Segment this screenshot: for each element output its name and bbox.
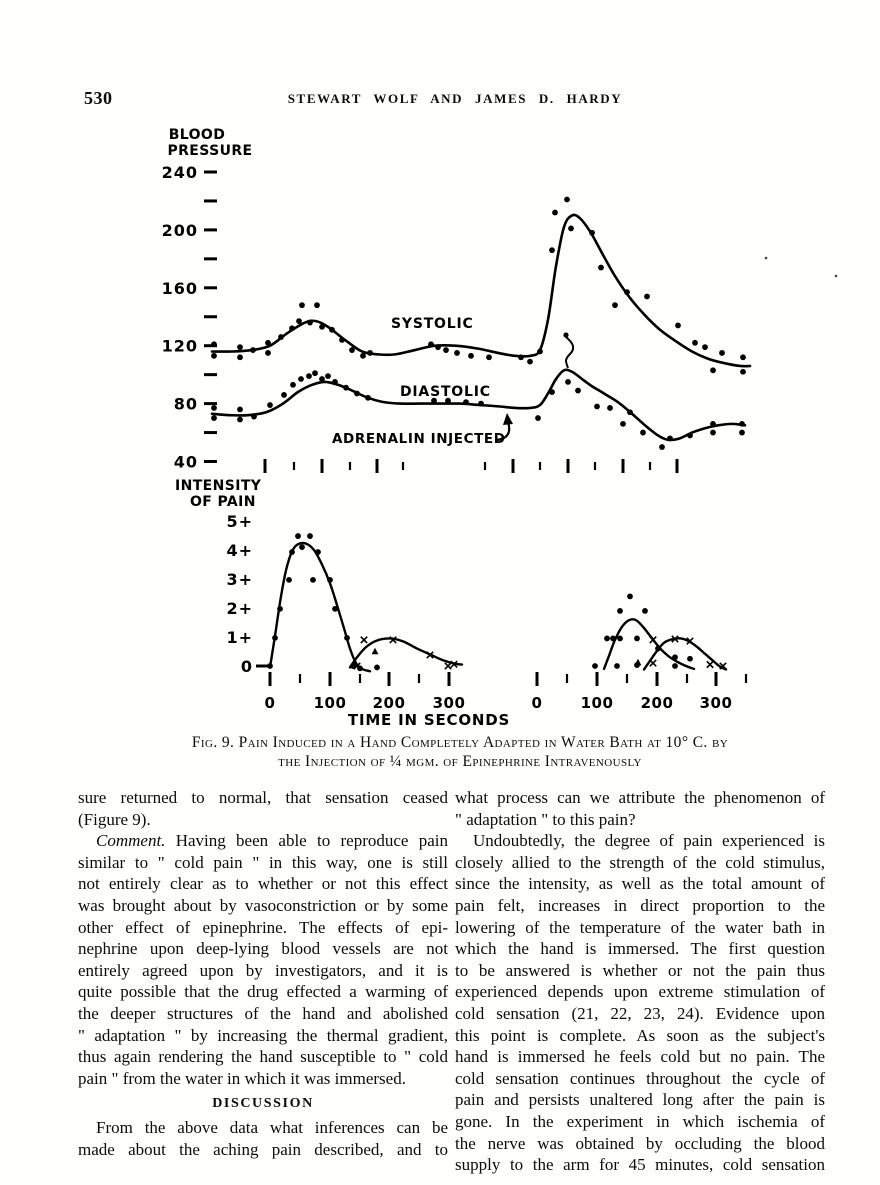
scan-specks — [764, 256, 838, 278]
pain-after-epinephrine-other-points — [634, 658, 642, 666]
svg-text:TIME IN SECONDS: TIME IN SECONDS — [348, 711, 510, 729]
page-number: 530 — [84, 88, 113, 108]
svg-text:ADRENALIN INJECTED: ADRENALIN INJECTED — [332, 431, 506, 447]
svg-text:1+: 1+ — [226, 628, 253, 647]
text-line: (Figure 9). — [78, 809, 151, 829]
pain-time-axis: 0 100 200 300 0 100 200 300 — [265, 672, 748, 712]
pain-after-epinephrine-secondary-points — [649, 635, 727, 670]
running-head: STEWART WOLF AND JAMES D. HARDY — [287, 91, 623, 106]
text-line: similar to " cold pain " in this way, on… — [78, 852, 448, 872]
pain-first-immersion-curve — [268, 541, 372, 673]
text-line: quite possible that the drug effected a … — [78, 982, 448, 1002]
text-line: cold sensation (21, 22, 23, 24). Evidenc… — [455, 1003, 825, 1023]
paragraph: Undoubtedly, the degree of pain experien… — [455, 830, 825, 1176]
svg-text:200: 200 — [641, 694, 674, 712]
pain-first-immersion-other-points — [371, 647, 379, 655]
text-line: since the intensity, as well as the tota… — [455, 874, 825, 894]
text-line: which the hand is immersed. The first qu… — [455, 939, 825, 959]
svg-text:80: 80 — [174, 395, 198, 414]
body-right-column: what process can we attribute the phenom… — [455, 787, 825, 1176]
paragraph: sure returned to normal, that sensation … — [78, 787, 448, 830]
text-line: experienced depends upon extreme stimula… — [455, 982, 825, 1002]
pain-first-immersion-secondary-points — [353, 636, 458, 670]
svg-text:0: 0 — [532, 694, 543, 712]
paragraph: From the above data what inferences can … — [78, 1117, 448, 1160]
text-line: sure returned to normal, that sensation … — [78, 788, 448, 807]
adrenalin-annotation: ADRENALIN INJECTED — [332, 332, 575, 447]
svg-text:40: 40 — [174, 453, 198, 472]
svg-text:3+: 3+ — [226, 570, 253, 589]
pain-first-immersion-secondary-curve — [348, 637, 464, 669]
svg-text:200: 200 — [162, 221, 198, 240]
bp-time-ticks — [263, 459, 679, 473]
text-line: cold sensation continues throughout the … — [455, 1068, 825, 1088]
paragraph: Comment. Having been able to reproduce p… — [78, 830, 448, 1089]
text-line: nephrine upon deep-lying blood vessels a… — [78, 939, 448, 959]
body-left-column: sure returned to normal, that sensation … — [78, 787, 448, 1161]
svg-text:300: 300 — [433, 694, 466, 712]
svg-text:200: 200 — [373, 694, 406, 712]
bp-curve-labels: SYSTOLIC DIASTOLIC — [391, 316, 491, 400]
svg-text:240: 240 — [162, 163, 198, 182]
svg-text:BLOOD: BLOOD — [169, 127, 226, 143]
text-line: Undoubtedly, the degree of pain experien… — [473, 831, 825, 851]
text-line: what process can we attribute the phenom… — [455, 788, 825, 807]
svg-text:DIASTOLIC: DIASTOLIC — [400, 384, 491, 400]
svg-text:SYSTOLIC: SYSTOLIC — [391, 316, 474, 332]
svg-text:5+: 5+ — [226, 512, 253, 531]
text-line: this point is complete. As soon as the s… — [455, 1025, 825, 1045]
svg-text:120: 120 — [162, 337, 198, 356]
svg-text:4+: 4+ — [226, 541, 253, 560]
svg-text:INTENSITY: INTENSITY — [175, 478, 262, 494]
text-line: pain felt, increases in direct proportio… — [455, 895, 825, 915]
italic-lead: Comment. — [96, 831, 166, 851]
text-line: was brought about by vasoconstriction or… — [78, 895, 448, 915]
pain-x-axis-title: TIME IN SECONDS — [348, 711, 510, 729]
text-line: From the above data what inferences can … — [96, 1118, 448, 1138]
text-line: the nerve was obtained by occluding the … — [455, 1133, 825, 1153]
paragraph: what process can we attribute the phenom… — [455, 787, 825, 830]
text-line: Comment. Having been able to reproduce p… — [96, 831, 448, 851]
svg-text:0: 0 — [265, 694, 276, 712]
figure-caption-line-1: Fig. 9. Pain Induced in a Hand Completel… — [191, 734, 729, 751]
text-line: pain and persists unaltered long after t… — [455, 1090, 825, 1110]
text-line: closely allied to the strength of the co… — [455, 852, 825, 872]
svg-text:PRESSURE: PRESSURE — [167, 143, 252, 159]
text-line: gone. In the experiment in which ischemi… — [455, 1111, 825, 1131]
svg-text:100: 100 — [314, 694, 347, 712]
text-line: " adaptation " to this pain? — [455, 809, 636, 829]
svg-text:100: 100 — [581, 694, 614, 712]
svg-text:300: 300 — [700, 694, 733, 712]
text-line: lowering of the temperature of the water… — [455, 917, 825, 937]
text-line: pain " from the water in which it was im… — [78, 1068, 406, 1088]
text-line: hand is immersed he feels cold but no pa… — [455, 1047, 825, 1067]
svg-text:0: 0 — [241, 657, 253, 676]
bp-systolic-points — [211, 196, 746, 375]
text-line: to be answered is whether or not the pai… — [455, 960, 825, 980]
bp-diastolic-points — [211, 370, 745, 450]
svg-text:2+: 2+ — [226, 599, 253, 618]
text-line: thus again rendering the hand susceptibl… — [78, 1047, 448, 1067]
discussion-heading: DISCUSSION — [212, 1096, 314, 1112]
bp-systolic-curve — [210, 213, 752, 368]
text-line: entirely agreed upon by investigators, a… — [78, 960, 448, 980]
pain-first-immersion-points — [267, 533, 380, 672]
bp-diastolic-curve — [210, 368, 747, 442]
figure-caption-line-2: the Injection of ¼ mgm. of Epinephrine I… — [278, 753, 642, 770]
figure-caption: Fig. 9. Pain Induced in a Hand Completel… — [90, 733, 830, 771]
svg-text:OF PAIN: OF PAIN — [190, 494, 256, 510]
text-line: the deeper structures of the hand and ab… — [78, 1003, 448, 1023]
text-line: made about the aching pain described, an… — [78, 1139, 448, 1159]
text-line: other effect of epinephrine. The effects… — [78, 917, 448, 937]
svg-text:160: 160 — [162, 279, 198, 298]
text-line: supply to the arm for 45 minutes, cold s… — [455, 1155, 825, 1175]
text-line: " adaptation " by increasing the thermal… — [78, 1025, 448, 1045]
text-line: not entirely clear as to whether or not … — [78, 874, 448, 894]
pain-after-epinephrine-secondary-curve — [642, 637, 728, 671]
